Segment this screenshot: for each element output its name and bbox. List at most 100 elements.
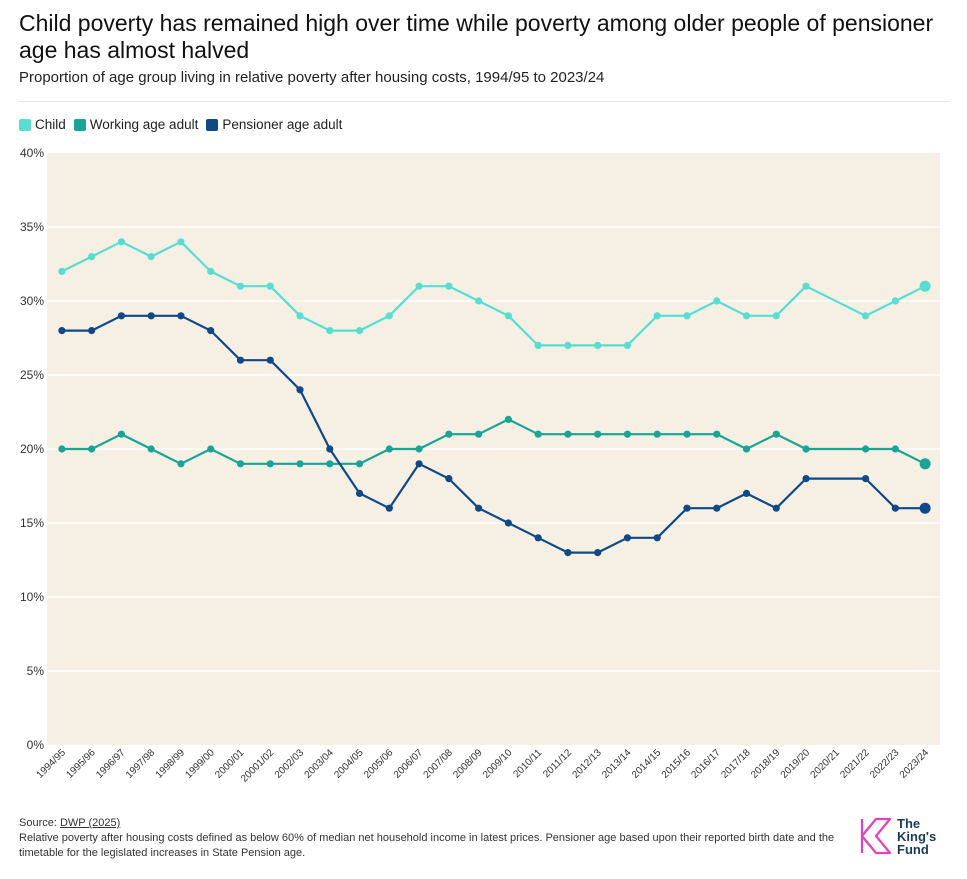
data-point-series-2 [891, 504, 899, 512]
data-point-series-1 [861, 445, 870, 453]
x-tick-label: 2004/05 [332, 747, 366, 781]
x-tick-label: 2021/22 [838, 747, 872, 781]
data-point-series-2 [564, 549, 572, 557]
kings-fund-logo-icon [860, 817, 892, 855]
data-point-series-2 [266, 356, 274, 364]
x-tick-label: 2020/21 [809, 747, 843, 781]
data-point-series-1 [415, 445, 423, 453]
data-point-series-1 [355, 460, 364, 468]
x-tick-label: 2007/08 [422, 747, 456, 781]
data-point-series-1 [385, 445, 393, 453]
x-tick-label: 2015/16 [660, 747, 694, 781]
data-point-series-0 [919, 280, 931, 292]
x-tick-label: 2022/23 [868, 747, 902, 781]
kings-fund-logo: The King's Fund [859, 815, 939, 857]
data-point-series-0 [594, 341, 602, 349]
x-tick-label: 20001/02 [239, 747, 277, 785]
y-tick-label: 20% [20, 442, 44, 456]
y-tick-label: 30% [20, 294, 44, 308]
data-point-series-1 [534, 430, 542, 438]
data-point-series-2 [177, 312, 185, 320]
data-point-series-2 [713, 504, 721, 512]
data-point-series-1 [236, 460, 245, 468]
data-point-series-2 [475, 504, 483, 512]
data-point-series-1 [683, 430, 691, 438]
y-tick-label: 5% [27, 664, 45, 678]
x-tick-label: 2017/18 [719, 747, 753, 781]
source-link[interactable]: DWP (2025) [59, 817, 121, 829]
x-tick-label: 2014/15 [630, 747, 664, 781]
footer: Source: DWP (2025) Relative poverty afte… [19, 816, 839, 861]
x-tick-label: 2018/19 [749, 747, 783, 781]
legend-item-child[interactable]: Child [19, 117, 66, 132]
kings-fund-logo-text: The King's Fund [897, 817, 936, 856]
data-point-series-1 [117, 430, 126, 438]
data-point-series-1 [177, 460, 185, 468]
legend-swatch-working [73, 118, 86, 131]
x-tick-label: 1998/99 [154, 747, 188, 781]
data-point-series-1 [445, 430, 453, 438]
data-point-series-2 [236, 356, 245, 364]
x-tick-label: 1996/97 [94, 747, 128, 781]
data-point-series-2 [296, 386, 304, 394]
source-line: Source: DWP (2025) [19, 816, 839, 831]
data-point-series-1 [802, 445, 810, 453]
y-tick-label: 15% [20, 516, 44, 530]
data-point-series-2 [385, 504, 393, 512]
data-point-series-2 [594, 549, 602, 557]
data-point-series-2 [653, 534, 661, 542]
data-point-series-0 [266, 282, 274, 290]
data-point-series-1 [891, 445, 899, 453]
data-point-series-0 [415, 282, 423, 290]
data-point-series-1 [147, 445, 155, 453]
x-tick-label: 2023/24 [898, 747, 932, 781]
legend-swatch-pensioner [206, 118, 219, 131]
footnote: Relative poverty after housing costs def… [19, 832, 835, 859]
x-tick-label: 2005/06 [362, 747, 396, 781]
data-point-series-2 [919, 502, 931, 514]
x-tick-label: 2008/09 [451, 747, 485, 781]
data-point-series-2 [534, 534, 542, 542]
x-tick-label: 1995/96 [64, 747, 98, 781]
line-chart: 0%5%10%15%20%25%30%35%40%1994/951995/961… [20, 146, 940, 785]
data-point-series-1 [475, 430, 483, 438]
data-point-series-0 [534, 341, 542, 349]
data-point-series-0 [236, 282, 245, 290]
data-point-series-0 [296, 312, 304, 320]
data-point-series-0 [177, 238, 185, 246]
x-tick-label: 2006/07 [392, 747, 426, 781]
data-point-series-2 [445, 475, 453, 483]
data-point-series-2 [742, 489, 751, 497]
y-tick-label: 0% [27, 738, 45, 752]
data-point-series-2 [772, 504, 780, 512]
data-point-series-0 [207, 267, 215, 275]
legend-label-pensioner: Pensioner age adult [222, 117, 343, 132]
data-point-series-1 [296, 460, 304, 468]
logo-line-1: The [897, 815, 921, 831]
legend-item-working[interactable]: Working age adult [73, 117, 198, 132]
x-tick-label: 2009/10 [481, 747, 515, 781]
source-prefix: Source: [19, 817, 60, 829]
data-point-series-1 [58, 445, 66, 453]
data-point-series-0 [623, 341, 632, 349]
x-tick-label: 2013/14 [600, 747, 634, 781]
data-point-series-1 [594, 430, 602, 438]
legend-label-child: Child [35, 117, 66, 132]
legend-swatch-child [19, 118, 31, 131]
data-point-series-1 [207, 445, 215, 453]
data-point-series-0 [653, 312, 661, 320]
data-point-series-1 [326, 460, 334, 468]
x-tick-label: 2011/12 [541, 747, 574, 780]
data-point-series-1 [919, 458, 931, 470]
data-point-series-0 [861, 312, 870, 320]
data-point-series-1 [88, 445, 96, 453]
legend-item-pensioner[interactable]: Pensioner age adult [206, 117, 342, 132]
chart-title: Child poverty has remained high over tim… [19, 10, 934, 63]
data-point-series-0 [147, 253, 155, 261]
data-point-series-0 [891, 297, 899, 305]
data-point-series-2 [355, 489, 364, 497]
y-tick-label: 40% [20, 146, 44, 160]
data-point-series-0 [683, 312, 691, 320]
data-point-series-0 [385, 312, 393, 320]
y-tick-label: 25% [20, 368, 44, 382]
